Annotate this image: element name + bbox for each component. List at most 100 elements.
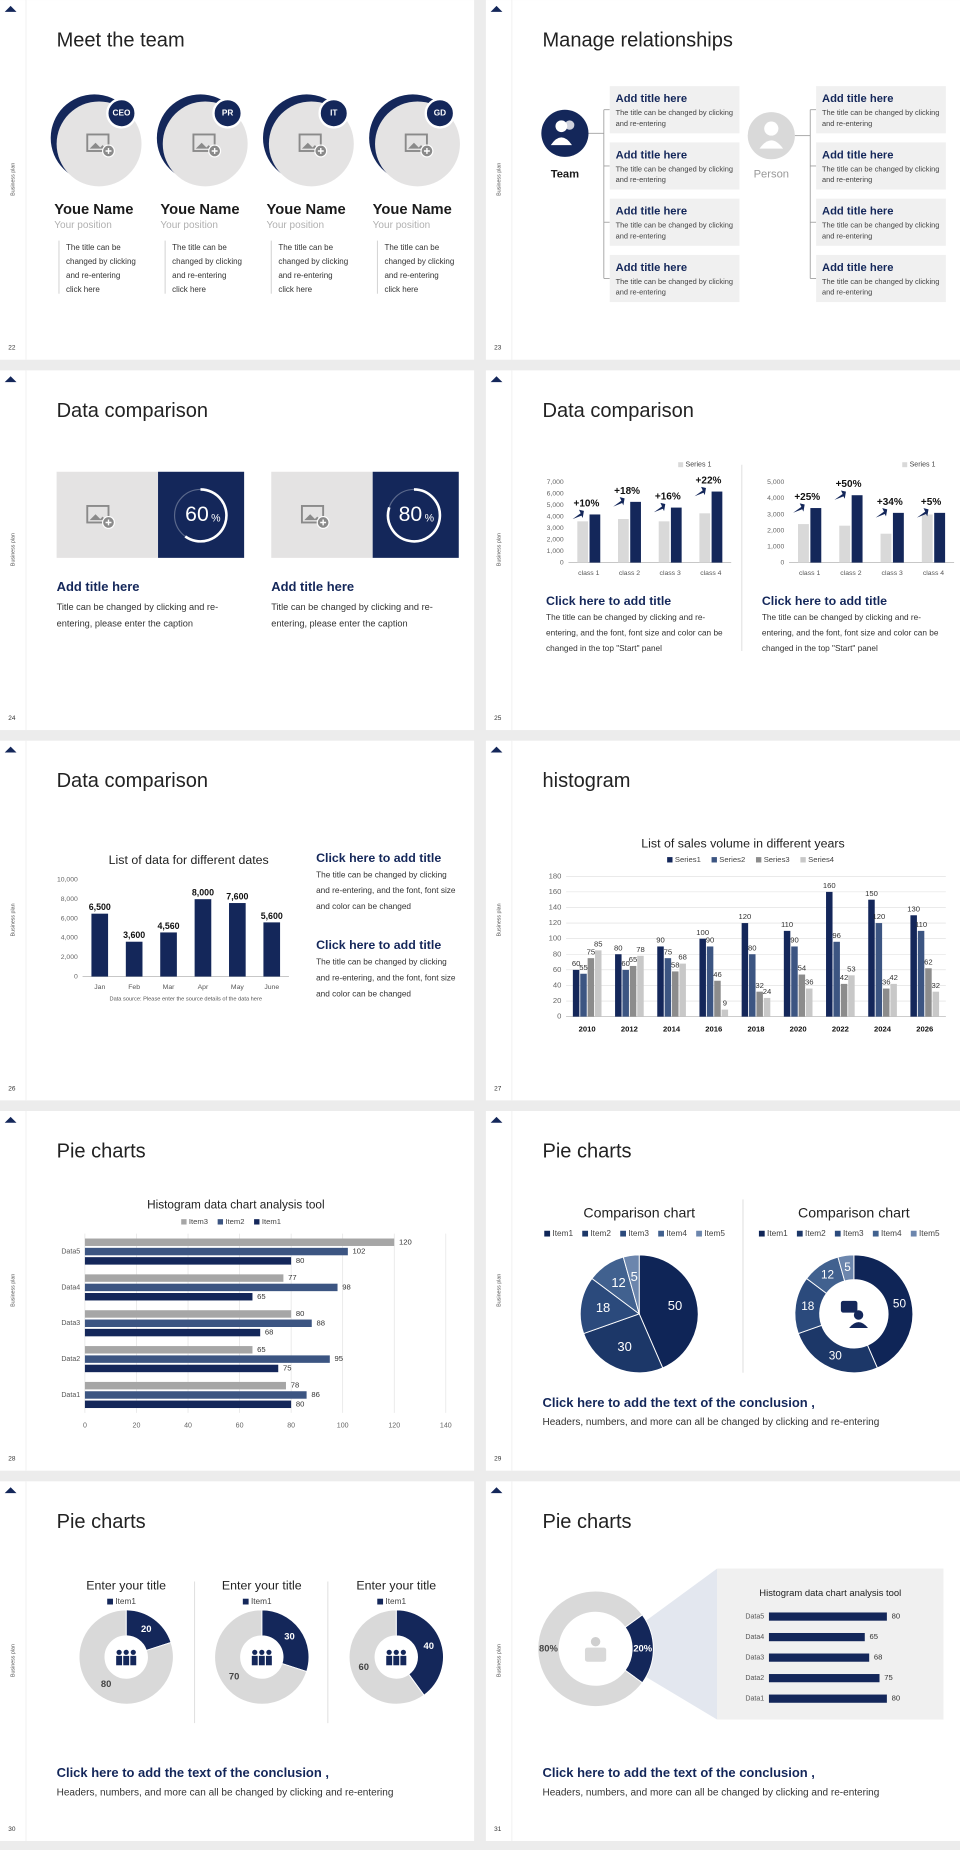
data-label: 40	[424, 1640, 434, 1651]
x-tick-label: June	[264, 984, 279, 991]
panel-text: entering, and the font, font size and co…	[546, 629, 723, 638]
item-text: The title can be changed by clicking	[822, 221, 939, 230]
image-placeholder-icon	[423, 148, 430, 154]
chart: 30 70 Item1 Enter your title	[214, 1579, 310, 1705]
x-tick-label: 2018	[747, 1025, 765, 1034]
bar	[84, 1400, 292, 1409]
person-icon-head	[764, 121, 779, 136]
data-label: 80	[296, 1309, 305, 1318]
data-label: 55	[579, 963, 588, 972]
legend-label: Item5	[704, 1229, 725, 1238]
slide: Business plan 23 Manage relationships Team P…	[485, 0, 960, 360]
legend-label: Item5	[919, 1229, 940, 1238]
bar	[580, 973, 587, 1017]
chart: 0 1,000 2,000 3,000 4,000 5,000 6,000 7,000 clas…	[547, 462, 732, 577]
chart: Data5 Data4 Data3 Data2 Data1 80 65 68 75 80 Histo…	[745, 1587, 901, 1703]
image-placeholder-icon	[408, 142, 425, 149]
member-text: click here	[172, 285, 206, 294]
legend-swatch	[620, 1230, 627, 1237]
chart-title: Enter your title	[356, 1579, 436, 1593]
slice	[214, 1609, 308, 1705]
bar	[768, 1694, 887, 1703]
item-box	[609, 198, 740, 246]
center-icon	[265, 1655, 272, 1666]
legend-swatch	[582, 1230, 589, 1237]
bar	[848, 975, 855, 1017]
x-tick-label: 2026	[916, 1025, 933, 1034]
member-text: click here	[278, 285, 312, 294]
member-position: Your position	[267, 220, 325, 231]
chart: 80%	[386, 488, 442, 543]
conclusion-title: Click here to add the text of the conclu…	[543, 1765, 815, 1780]
legend-label: Series 1	[685, 462, 711, 469]
legend-swatch	[377, 1598, 384, 1605]
member-text: The title can be	[384, 243, 439, 252]
data-label: 96	[832, 931, 841, 940]
bar	[84, 1238, 395, 1246]
image-placeholder-icon	[211, 148, 218, 154]
data-label: 65	[257, 1345, 266, 1354]
panel-title: Add title here	[57, 579, 140, 594]
data-label: 50	[668, 1298, 682, 1313]
data-label: 150	[865, 889, 878, 898]
logo	[4, 1487, 17, 1494]
data-label: 85	[594, 939, 603, 948]
legend-swatch	[796, 1230, 803, 1237]
data-label: 54	[798, 964, 807, 973]
item-title: Add title here	[616, 206, 687, 218]
legend-swatch	[678, 462, 684, 468]
center-icon	[590, 1636, 601, 1647]
bar	[741, 923, 749, 1017]
center-icon	[840, 1300, 858, 1313]
image-placeholder-icon	[86, 133, 110, 152]
image-placeholder-icon	[105, 519, 112, 526]
member-text: changed by clicking	[384, 257, 454, 266]
legend-swatch	[544, 1230, 551, 1237]
conclusion-text: Headers, numbers, and more can all be ch…	[57, 1787, 394, 1798]
bar	[826, 891, 833, 1017]
item-text: and re-entering	[822, 288, 872, 297]
data-label: 160	[823, 881, 836, 890]
data-label: 5	[631, 1269, 638, 1284]
image-placeholder-icon	[320, 519, 327, 526]
y-tick-label: 5,000	[767, 479, 784, 486]
data-label: 8,000	[192, 888, 214, 898]
slice	[638, 1254, 699, 1369]
item-title: Add title here	[616, 149, 687, 161]
ring-unit: %	[211, 513, 221, 525]
image-placeholder-icon	[301, 142, 319, 149]
y-tick-label: 6,000	[547, 491, 564, 498]
member-text: changed by clicking	[278, 257, 348, 266]
bar	[783, 930, 791, 1017]
panel-text: and color can be changed	[316, 989, 411, 998]
member-text: changed by clicking	[172, 257, 242, 266]
bar	[618, 519, 629, 563]
data-label: 42	[889, 973, 898, 982]
x-tick-label: Mar	[163, 984, 175, 991]
data-label: 12	[821, 1269, 834, 1282]
y-tick-label: Data1	[61, 1392, 80, 1399]
slide: Business plan 25 Data comparison Click here…	[485, 370, 960, 731]
data-label: 75	[587, 947, 596, 956]
data-label: 60	[572, 959, 581, 968]
member-text: and re-entering	[278, 271, 332, 280]
legend-swatch	[181, 1219, 187, 1225]
panel-text: The title can be changed by clicking	[316, 870, 447, 879]
member-text: The title can be	[278, 243, 333, 252]
center-icon	[130, 1649, 136, 1655]
x-tick-label: Feb	[128, 984, 140, 991]
slide-number: 27	[494, 1085, 502, 1092]
x-tick-label: class 1	[578, 570, 599, 577]
legend-label: Series1	[675, 855, 701, 864]
bar	[664, 958, 672, 1017]
bar	[670, 507, 682, 563]
data-label: 110	[915, 920, 927, 929]
team-icon-head	[564, 120, 575, 130]
legend-label: Series4	[808, 855, 835, 864]
item-text: The title can be changed by clicking	[822, 164, 939, 173]
logo	[490, 376, 503, 383]
y-tick-label: 140	[549, 903, 562, 912]
member-badge	[424, 97, 456, 129]
legend-label: Item2	[590, 1229, 611, 1238]
